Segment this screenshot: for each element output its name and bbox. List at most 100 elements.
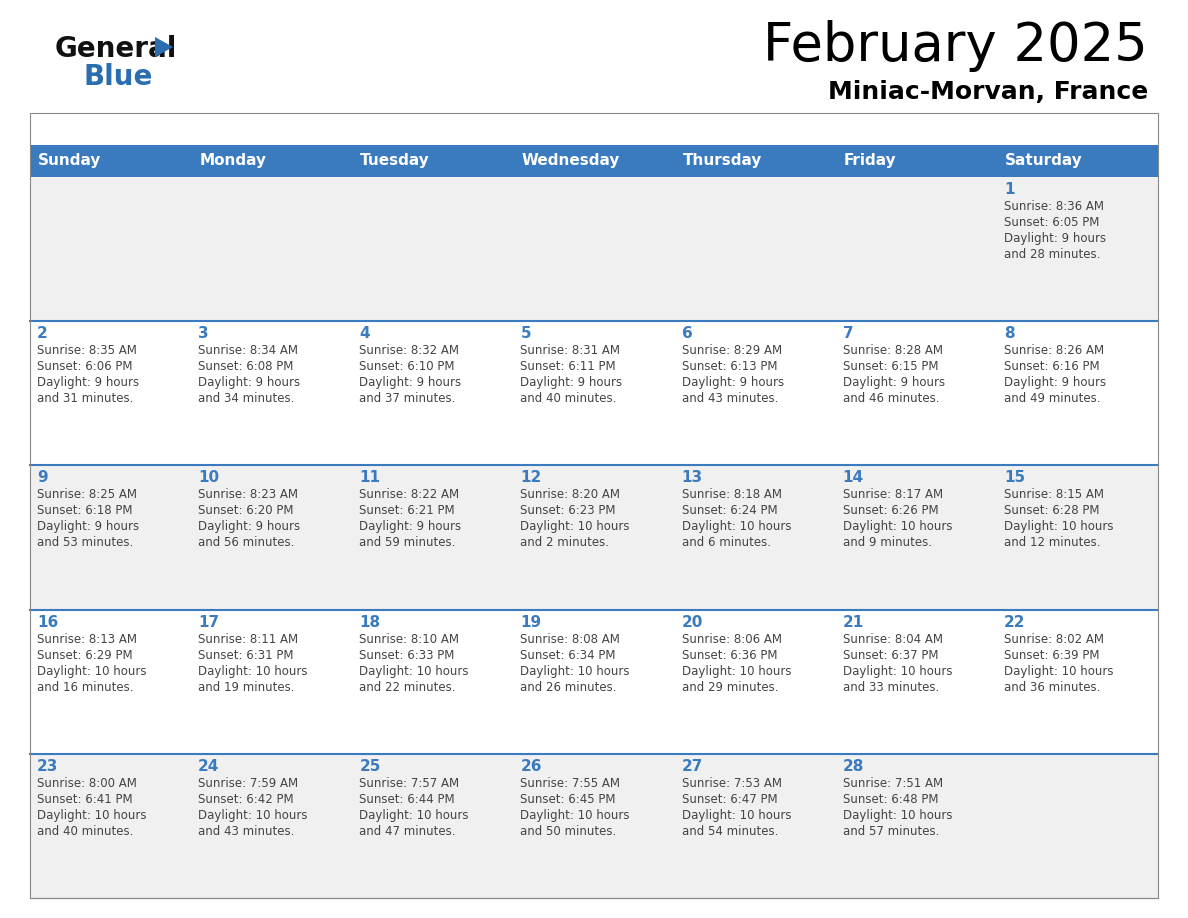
Text: 6: 6 (682, 326, 693, 341)
Text: Sunset: 6:15 PM: Sunset: 6:15 PM (842, 360, 939, 374)
Text: Daylight: 10 hours: Daylight: 10 hours (682, 665, 791, 677)
Text: Daylight: 10 hours: Daylight: 10 hours (359, 665, 469, 677)
Text: Sunset: 6:44 PM: Sunset: 6:44 PM (359, 793, 455, 806)
Text: Daylight: 10 hours: Daylight: 10 hours (1004, 521, 1113, 533)
Text: Miniac-Morvan, France: Miniac-Morvan, France (828, 80, 1148, 104)
Text: 24: 24 (198, 759, 220, 774)
Text: Daylight: 10 hours: Daylight: 10 hours (682, 809, 791, 822)
Text: Sunset: 6:47 PM: Sunset: 6:47 PM (682, 793, 777, 806)
Polygon shape (154, 37, 173, 57)
Text: and 43 minutes.: and 43 minutes. (682, 392, 778, 405)
Text: and 26 minutes.: and 26 minutes. (520, 680, 617, 694)
Text: Sunset: 6:33 PM: Sunset: 6:33 PM (359, 649, 455, 662)
Text: Sunset: 6:37 PM: Sunset: 6:37 PM (842, 649, 939, 662)
Text: Sunset: 6:28 PM: Sunset: 6:28 PM (1004, 504, 1099, 518)
Text: Sunrise: 8:15 AM: Sunrise: 8:15 AM (1004, 488, 1104, 501)
Text: 25: 25 (359, 759, 380, 774)
Text: Sunrise: 8:34 AM: Sunrise: 8:34 AM (198, 344, 298, 357)
Text: Sunrise: 8:18 AM: Sunrise: 8:18 AM (682, 488, 782, 501)
Text: and 36 minutes.: and 36 minutes. (1004, 680, 1100, 694)
Text: Sunrise: 8:13 AM: Sunrise: 8:13 AM (37, 633, 137, 645)
Text: 8: 8 (1004, 326, 1015, 341)
Text: Daylight: 10 hours: Daylight: 10 hours (198, 665, 308, 677)
Text: Sunset: 6:21 PM: Sunset: 6:21 PM (359, 504, 455, 518)
Text: and 49 minutes.: and 49 minutes. (1004, 392, 1100, 405)
Text: Friday: Friday (843, 153, 896, 169)
Text: Daylight: 9 hours: Daylight: 9 hours (1004, 376, 1106, 389)
Bar (30, 113, 1158, 898)
Bar (30, 610, 1158, 754)
Text: and 31 minutes.: and 31 minutes. (37, 392, 133, 405)
Text: Sunrise: 8:00 AM: Sunrise: 8:00 AM (37, 777, 137, 789)
Text: Sunrise: 8:08 AM: Sunrise: 8:08 AM (520, 633, 620, 645)
Text: Sunset: 6:42 PM: Sunset: 6:42 PM (198, 793, 293, 806)
Text: Sunrise: 8:11 AM: Sunrise: 8:11 AM (198, 633, 298, 645)
Bar (30, 465, 1158, 610)
Text: Sunrise: 7:53 AM: Sunrise: 7:53 AM (682, 777, 782, 789)
Text: 12: 12 (520, 470, 542, 486)
Text: and 54 minutes.: and 54 minutes. (682, 824, 778, 838)
Text: Sunset: 6:05 PM: Sunset: 6:05 PM (1004, 216, 1099, 229)
Text: and 9 minutes.: and 9 minutes. (842, 536, 931, 549)
Text: 4: 4 (359, 326, 369, 341)
Text: Sunrise: 8:31 AM: Sunrise: 8:31 AM (520, 344, 620, 357)
Text: and 43 minutes.: and 43 minutes. (198, 824, 295, 838)
Text: Daylight: 9 hours: Daylight: 9 hours (198, 521, 301, 533)
Text: 19: 19 (520, 614, 542, 630)
Text: Daylight: 10 hours: Daylight: 10 hours (842, 809, 953, 822)
Text: Sunset: 6:11 PM: Sunset: 6:11 PM (520, 360, 617, 374)
Text: Sunset: 6:34 PM: Sunset: 6:34 PM (520, 649, 615, 662)
Text: Sunrise: 8:36 AM: Sunrise: 8:36 AM (1004, 200, 1104, 213)
Text: 14: 14 (842, 470, 864, 486)
Text: 5: 5 (520, 326, 531, 341)
Text: 17: 17 (198, 614, 220, 630)
Text: Sunset: 6:10 PM: Sunset: 6:10 PM (359, 360, 455, 374)
Text: Sunrise: 8:06 AM: Sunrise: 8:06 AM (682, 633, 782, 645)
Text: and 34 minutes.: and 34 minutes. (198, 392, 295, 405)
Bar (30, 145, 1158, 177)
Text: and 16 minutes.: and 16 minutes. (37, 680, 133, 694)
Text: Sunrise: 8:26 AM: Sunrise: 8:26 AM (1004, 344, 1104, 357)
Text: and 47 minutes.: and 47 minutes. (359, 824, 456, 838)
Bar (30, 321, 1158, 465)
Text: 18: 18 (359, 614, 380, 630)
Text: Sunset: 6:41 PM: Sunset: 6:41 PM (37, 793, 133, 806)
Text: Daylight: 9 hours: Daylight: 9 hours (682, 376, 784, 389)
Bar (30, 177, 1158, 321)
Text: 22: 22 (1004, 614, 1025, 630)
Text: Sunrise: 8:02 AM: Sunrise: 8:02 AM (1004, 633, 1104, 645)
Text: and 50 minutes.: and 50 minutes. (520, 824, 617, 838)
Text: and 19 minutes.: and 19 minutes. (198, 680, 295, 694)
Text: and 2 minutes.: and 2 minutes. (520, 536, 609, 549)
Text: General: General (55, 35, 177, 63)
Text: 28: 28 (842, 759, 864, 774)
Text: Sunrise: 8:04 AM: Sunrise: 8:04 AM (842, 633, 943, 645)
Bar (30, 754, 1158, 898)
Text: 9: 9 (37, 470, 48, 486)
Text: 27: 27 (682, 759, 703, 774)
Text: Sunset: 6:08 PM: Sunset: 6:08 PM (198, 360, 293, 374)
Text: Sunset: 6:06 PM: Sunset: 6:06 PM (37, 360, 133, 374)
Text: Sunset: 6:36 PM: Sunset: 6:36 PM (682, 649, 777, 662)
Text: 11: 11 (359, 470, 380, 486)
Text: and 46 minutes.: and 46 minutes. (842, 392, 940, 405)
Text: Thursday: Thursday (683, 153, 762, 169)
Text: Sunrise: 8:32 AM: Sunrise: 8:32 AM (359, 344, 460, 357)
Text: 10: 10 (198, 470, 220, 486)
Text: and 56 minutes.: and 56 minutes. (198, 536, 295, 549)
Text: Daylight: 9 hours: Daylight: 9 hours (359, 521, 461, 533)
Text: and 53 minutes.: and 53 minutes. (37, 536, 133, 549)
Text: and 40 minutes.: and 40 minutes. (520, 392, 617, 405)
Text: 7: 7 (842, 326, 853, 341)
Text: Daylight: 10 hours: Daylight: 10 hours (359, 809, 469, 822)
Text: February 2025: February 2025 (763, 20, 1148, 72)
Text: Sunrise: 7:55 AM: Sunrise: 7:55 AM (520, 777, 620, 789)
Text: Blue: Blue (83, 63, 152, 91)
Text: Daylight: 10 hours: Daylight: 10 hours (520, 665, 630, 677)
Text: 3: 3 (198, 326, 209, 341)
Text: Daylight: 9 hours: Daylight: 9 hours (520, 376, 623, 389)
Text: Sunset: 6:18 PM: Sunset: 6:18 PM (37, 504, 133, 518)
Text: Daylight: 10 hours: Daylight: 10 hours (520, 521, 630, 533)
Text: and 37 minutes.: and 37 minutes. (359, 392, 456, 405)
Text: Sunrise: 8:25 AM: Sunrise: 8:25 AM (37, 488, 137, 501)
